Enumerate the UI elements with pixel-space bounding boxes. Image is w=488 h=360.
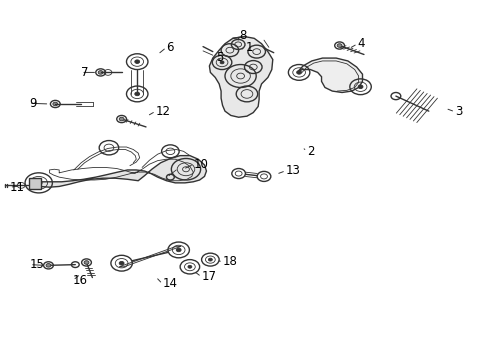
Circle shape — [119, 261, 124, 265]
Text: 1: 1 — [245, 41, 252, 54]
Circle shape — [336, 44, 341, 47]
Text: 18: 18 — [223, 255, 238, 268]
Text: 6: 6 — [166, 41, 174, 54]
Circle shape — [357, 85, 362, 89]
Text: 11: 11 — [9, 181, 24, 194]
Circle shape — [46, 264, 51, 267]
Text: 14: 14 — [162, 278, 177, 291]
Text: 5: 5 — [216, 51, 223, 64]
FancyBboxPatch shape — [29, 178, 41, 189]
Polygon shape — [297, 58, 362, 93]
Text: 7: 7 — [81, 66, 88, 79]
Text: 10: 10 — [193, 158, 208, 171]
Text: 2: 2 — [306, 145, 314, 158]
Circle shape — [119, 117, 124, 121]
Circle shape — [98, 71, 103, 74]
Text: 8: 8 — [239, 29, 246, 42]
Circle shape — [220, 61, 224, 64]
Text: 4: 4 — [357, 37, 365, 50]
Circle shape — [187, 265, 191, 268]
Polygon shape — [209, 37, 272, 117]
Circle shape — [208, 258, 212, 261]
Circle shape — [135, 92, 140, 96]
Text: 3: 3 — [454, 105, 462, 118]
Circle shape — [84, 261, 89, 264]
Circle shape — [53, 102, 58, 106]
Text: 16: 16 — [73, 274, 88, 287]
Polygon shape — [119, 246, 181, 267]
Text: 9: 9 — [29, 97, 37, 110]
Text: 12: 12 — [156, 105, 170, 118]
Text: 17: 17 — [201, 270, 216, 283]
Text: 13: 13 — [285, 164, 300, 177]
Circle shape — [176, 248, 181, 252]
Polygon shape — [34, 156, 206, 187]
Text: 15: 15 — [30, 258, 45, 271]
Circle shape — [135, 60, 140, 63]
Circle shape — [296, 71, 301, 74]
